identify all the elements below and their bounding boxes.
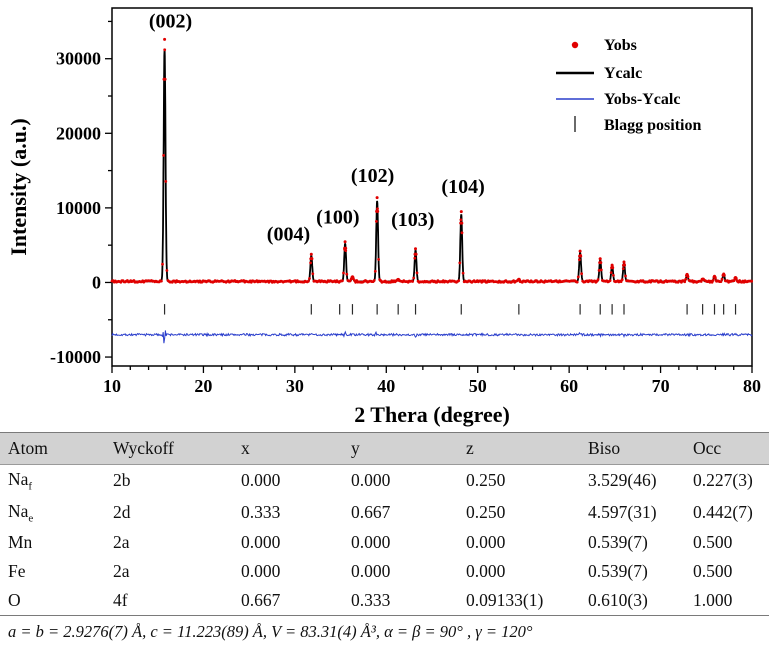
occ-cell: 0.227(3) — [693, 470, 753, 491]
y-cell: 0.000 — [351, 532, 391, 552]
legend-label: Yobs — [604, 37, 637, 54]
legend: Yobs Ycalc Yobs-Ycalc Blagg position — [556, 37, 701, 134]
y-axis-title: Intensity (a.u.) — [6, 118, 31, 256]
legend-label: Blagg position — [604, 117, 701, 134]
svg-text:20: 20 — [194, 376, 212, 396]
y-cell: 0.667 — [351, 501, 391, 522]
svg-text:60: 60 — [560, 376, 578, 396]
z-cell: 0.250 — [466, 501, 506, 522]
x-cell: 0.000 — [241, 532, 281, 552]
col-biso: Biso — [580, 432, 685, 465]
col-x: x — [233, 432, 343, 465]
atom-cell: Fe — [8, 561, 26, 581]
col-occ: Occ — [685, 432, 769, 465]
legend-label: Ycalc — [604, 65, 642, 82]
col-atom: Atom — [0, 432, 105, 465]
svg-text:30000: 30000 — [56, 49, 101, 69]
svg-text:(103): (103) — [391, 209, 434, 231]
svg-text:(004): (004) — [267, 224, 310, 246]
occ-cell: 1.000 — [693, 590, 733, 610]
table-row: Fe 2a 0.000 0.000 0.000 0.539(7) 0.500 — [0, 557, 769, 586]
table-row: Naf 2b 0.000 0.000 0.250 3.529(46) 0.227(3) — [0, 465, 769, 497]
atom-cell: Naf — [8, 469, 33, 493]
svg-text:(102): (102) — [351, 165, 394, 187]
y-cell: 0.333 — [351, 590, 391, 610]
svg-text:50: 50 — [469, 376, 487, 396]
biso-cell: 0.610(3) — [588, 590, 648, 610]
table-header-row: Atom Wyckoff x y z Biso Occ — [0, 432, 769, 465]
atom-cell: Mn — [8, 532, 33, 552]
svg-text:80: 80 — [743, 376, 761, 396]
biso-cell: 0.539(7) — [588, 532, 648, 552]
svg-text:70: 70 — [652, 376, 670, 396]
atom-cell: O — [8, 590, 21, 610]
x-cell: 0.000 — [241, 470, 281, 491]
wyckoff-cell: 2d — [113, 501, 131, 522]
axis-tick-labels: 10 20 30 40 50 60 70 80 -10000 0 10000 20000 30000 — [50, 49, 761, 396]
atom-cell: Nae — [8, 500, 34, 525]
y-cell: 0.000 — [351, 470, 391, 491]
col-wyckoff: Wyckoff — [105, 432, 233, 465]
occ-cell: 0.500 — [693, 561, 733, 581]
diff-line — [111, 330, 753, 344]
axis-ticks — [105, 20, 753, 373]
svg-text:20000: 20000 — [56, 123, 101, 143]
bragg-positions — [163, 304, 737, 315]
svg-text:10: 10 — [103, 376, 121, 396]
occ-cell: 0.500 — [693, 532, 733, 552]
svg-text:0: 0 — [92, 272, 101, 292]
x-cell: 0.333 — [241, 501, 281, 522]
z-cell: 0.250 — [466, 470, 506, 491]
xrd-chart: 10 20 30 40 50 60 70 80 -10000 0 10000 20000 30000 2 … — [6, 7, 761, 427]
svg-text:(100): (100) — [316, 207, 359, 229]
wyckoff-cell: 2a — [113, 532, 130, 552]
svg-text:40: 40 — [377, 376, 395, 396]
svg-text:(104): (104) — [441, 176, 484, 198]
z-cell: 0.000 — [466, 561, 506, 581]
xrd-plot-svg: 10 20 30 40 50 60 70 80 -10000 0 10000 20000 30000 2 … — [6, 7, 761, 427]
table-row: O 4f 0.667 0.333 0.09133(1) 0.610(3) 1.000 — [0, 586, 769, 615]
biso-cell: 4.597(31) — [588, 501, 657, 522]
peak-labels: (002) (004) (100) (102) (103) (104) — [149, 10, 485, 245]
wyckoff-cell: 2a — [113, 561, 130, 581]
yobs-points — [110, 37, 753, 284]
z-cell: 0.09133(1) — [466, 590, 544, 610]
wyckoff-cell: 2b — [113, 470, 131, 491]
atom-subscript: e — [28, 512, 34, 524]
biso-cell: 3.529(46) — [588, 470, 657, 491]
col-z: z — [458, 432, 580, 465]
x-cell: 0.000 — [241, 561, 281, 581]
biso-cell: 0.539(7) — [588, 561, 648, 581]
occ-cell: 0.442(7) — [693, 501, 753, 522]
col-y: y — [343, 432, 458, 465]
wyckoff-cell: 4f — [113, 590, 128, 610]
table-row: Nae 2d 0.333 0.667 0.250 4.597(31) 0.442(7) — [0, 497, 769, 529]
svg-text:10000: 10000 — [56, 198, 101, 218]
y-cell: 0.000 — [351, 561, 391, 581]
x-cell: 0.667 — [241, 590, 281, 610]
legend-dot-marker — [571, 41, 579, 49]
x-axis-title: 2 Thera (degree) — [354, 402, 510, 427]
atom-subscript: f — [28, 480, 33, 493]
svg-text:-10000: -10000 — [50, 347, 101, 367]
svg-text:30: 30 — [286, 376, 304, 396]
svg-text:(002): (002) — [149, 10, 192, 32]
crystallographic-table: Atom Wyckoff x y z Biso Occ Naf 2b 0.000 0.… — [0, 432, 769, 615]
lattice-parameters: a = b = 2.9276(7) Å, c = 11.223(89) Å, V… — [0, 615, 769, 648]
plot-frame — [111, 7, 753, 367]
table-row: Mn 2a 0.000 0.000 0.000 0.539(7) 0.500 — [0, 528, 769, 557]
z-cell: 0.000 — [466, 532, 506, 552]
legend-label: Yobs-Ycalc — [604, 91, 680, 108]
